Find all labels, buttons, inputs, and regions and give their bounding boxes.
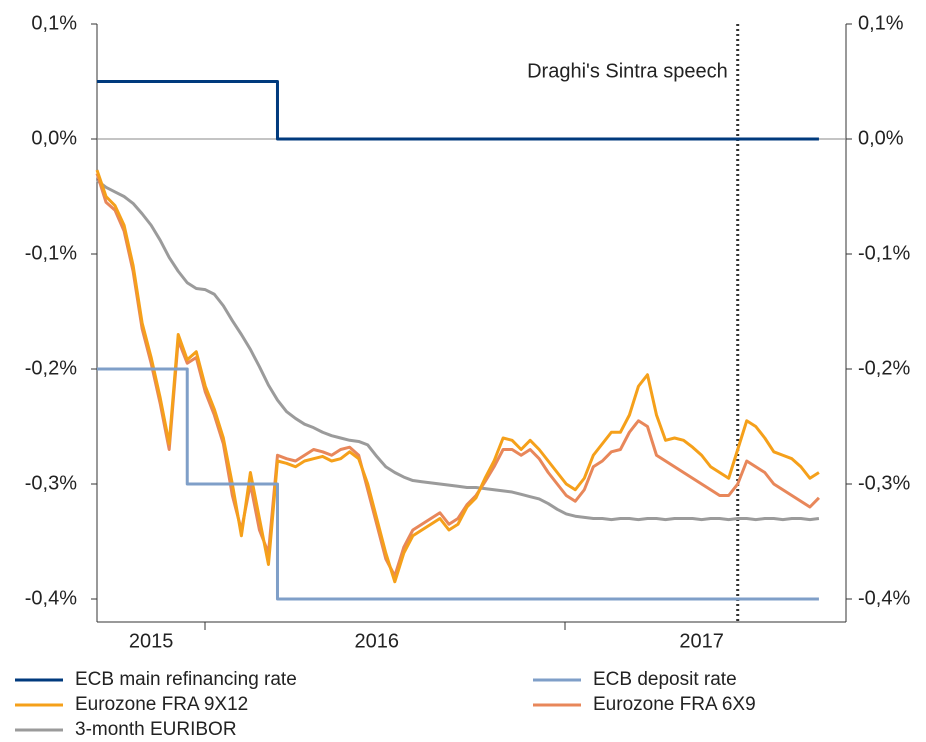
y2-tick-label: -0,2%	[858, 357, 910, 379]
y-tick-label: -0,2%	[25, 357, 77, 379]
legend-label: Eurozone FRA 6X9	[593, 694, 756, 715]
y-tick-label: -0,4%	[25, 587, 77, 609]
y-tick-label: -0,1%	[25, 242, 77, 264]
y2-tick-label: -0,1%	[858, 242, 910, 264]
x-tick-label: 2016	[354, 630, 399, 652]
y2-tick-label: -0,4%	[858, 587, 910, 609]
legend-label: ECB main refinancing rate	[75, 669, 297, 690]
y-tick-label: 0,1%	[31, 12, 77, 34]
series-line	[97, 80, 819, 141]
y-tick-label: -0,3%	[25, 472, 77, 494]
series-line	[95, 173, 820, 578]
legend-label: ECB deposit rate	[593, 669, 737, 690]
x-tick-label: 2017	[679, 630, 724, 652]
series-line	[97, 367, 819, 601]
y-tick-label: 0,0%	[31, 127, 77, 149]
series-line	[95, 169, 820, 584]
y2-tick-label: 0,0%	[858, 127, 904, 149]
y2-tick-label: 0,1%	[858, 12, 904, 34]
x-tick-label: 2015	[129, 630, 174, 652]
series-line	[96, 179, 820, 522]
annotation: Draghi's Sintra speech	[527, 60, 728, 82]
legend-label: 3-month EURIBOR	[75, 719, 237, 740]
y2-tick-label: -0,3%	[858, 472, 910, 494]
legend-label: Eurozone FRA 9X12	[75, 694, 248, 715]
